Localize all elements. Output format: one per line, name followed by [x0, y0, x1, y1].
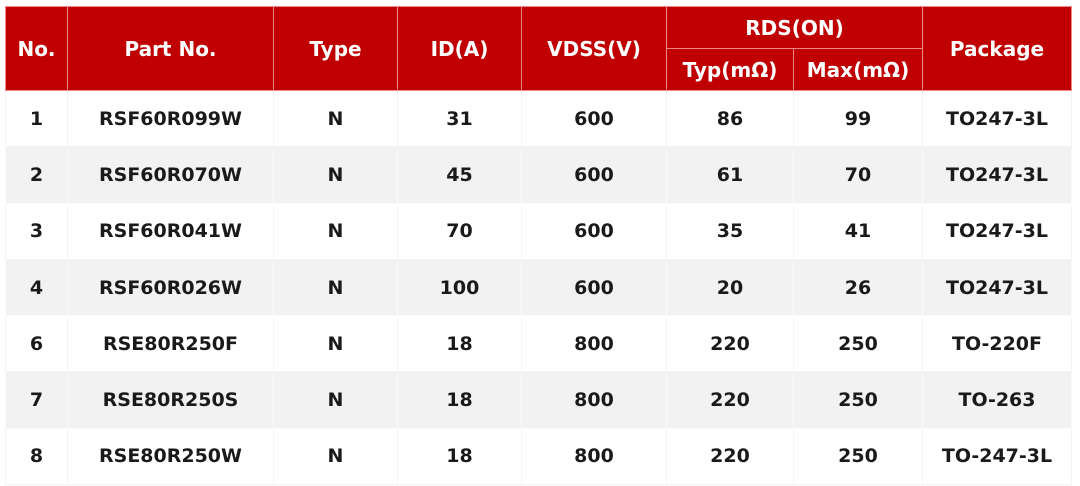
cell-rds-typ: 35 — [666, 202, 794, 260]
cell-vdss: 600 — [521, 146, 667, 204]
cell-type: N — [273, 146, 398, 204]
cell-rds-max: 250 — [793, 371, 923, 429]
cell-part-no: RSF60R099W — [67, 89, 274, 148]
header-rds-max: Max(mΩ) — [793, 48, 923, 91]
cell-package: TO247-3L — [922, 146, 1072, 204]
cell-no: 7 — [5, 371, 68, 429]
cell-no: 3 — [5, 202, 68, 260]
cell-package: TO-263 — [922, 371, 1072, 429]
cell-id: 100 — [397, 258, 522, 317]
cell-rds-max: 41 — [793, 202, 923, 260]
cell-vdss: 600 — [521, 258, 667, 317]
cell-type: N — [273, 89, 398, 148]
cell-rds-max: 70 — [793, 146, 923, 204]
cell-rds-typ: 86 — [666, 89, 794, 148]
cell-package: TO247-3L — [922, 258, 1072, 317]
header-package: Package — [922, 6, 1072, 91]
cell-part-no: RSF60R070W — [67, 146, 274, 204]
table-row: 1 RSF60R099W N 31 600 86 99 TO247-3L — [5, 89, 1072, 148]
cell-package: TO247-3L — [922, 202, 1072, 260]
cell-type: N — [273, 371, 398, 429]
cell-rds-typ: 220 — [666, 427, 794, 486]
cell-no: 2 — [5, 146, 68, 204]
cell-part-no: RSE80R250S — [67, 371, 274, 429]
cell-rds-max: 26 — [793, 258, 923, 317]
table-row: 8 RSE80R250W N 18 800 220 250 TO-247-3L — [5, 427, 1072, 486]
table-row: 4 RSF60R026W N 100 600 20 26 TO247-3L — [5, 258, 1072, 317]
cell-id: 31 — [397, 89, 522, 148]
table-row: 6 RSE80R250F N 18 800 220 250 TO-220F — [5, 315, 1072, 373]
cell-rds-typ: 61 — [666, 146, 794, 204]
cell-vdss: 600 — [521, 89, 667, 148]
cell-no: 1 — [5, 89, 68, 148]
cell-vdss: 800 — [521, 315, 667, 373]
table-row: 3 RSF60R041W N 70 600 35 41 TO247-3L — [5, 202, 1072, 260]
cell-type: N — [273, 315, 398, 373]
cell-part-no: RSE80R250F — [67, 315, 274, 373]
header-no: No. — [5, 6, 68, 91]
table-row: 2 RSF60R070W N 45 600 61 70 TO247-3L — [5, 146, 1072, 204]
cell-rds-typ: 20 — [666, 258, 794, 317]
table-row: 7 RSE80R250S N 18 800 220 250 TO-263 — [5, 371, 1072, 429]
cell-part-no: RSE80R250W — [67, 427, 274, 486]
header-id: ID(A) — [397, 6, 522, 91]
cell-package: TO-220F — [922, 315, 1072, 373]
cell-rds-typ: 220 — [666, 371, 794, 429]
cell-id: 70 — [397, 202, 522, 260]
cell-vdss: 600 — [521, 202, 667, 260]
cell-id: 18 — [397, 427, 522, 486]
cell-rds-max: 250 — [793, 315, 923, 373]
cell-vdss: 800 — [521, 371, 667, 429]
cell-no: 6 — [5, 315, 68, 373]
header-part-no: Part No. — [67, 6, 274, 91]
cell-part-no: RSF60R041W — [67, 202, 274, 260]
cell-type: N — [273, 202, 398, 260]
cell-package: TO-247-3L — [922, 427, 1072, 486]
cell-rds-typ: 220 — [666, 315, 794, 373]
cell-vdss: 800 — [521, 427, 667, 486]
cell-rds-max: 250 — [793, 427, 923, 486]
cell-no: 4 — [5, 258, 68, 317]
cell-id: 45 — [397, 146, 522, 204]
cell-package: TO247-3L — [922, 89, 1072, 148]
cell-type: N — [273, 427, 398, 486]
header-vdss: VDSS(V) — [521, 6, 667, 91]
header-type: Type — [273, 6, 398, 91]
header-rds-on: RDS(ON) — [666, 6, 923, 49]
cell-no: 8 — [5, 427, 68, 486]
cell-id: 18 — [397, 315, 522, 373]
cell-rds-max: 99 — [793, 89, 923, 148]
cell-id: 18 — [397, 371, 522, 429]
header-rds-typ: Typ(mΩ) — [666, 48, 794, 91]
cell-part-no: RSF60R026W — [67, 258, 274, 317]
cell-type: N — [273, 258, 398, 317]
product-spec-table: No. Part No. Type ID(A) VDSS(V) RDS(ON) … — [5, 6, 1072, 486]
